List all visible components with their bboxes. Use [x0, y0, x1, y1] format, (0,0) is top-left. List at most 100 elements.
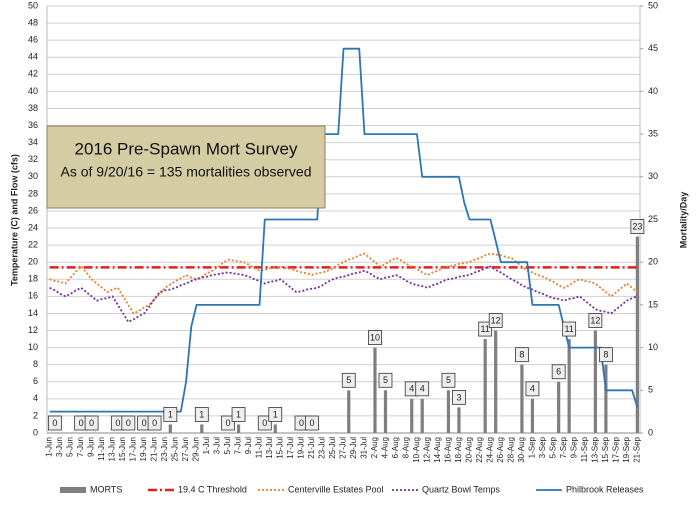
data-label: 1 [273, 409, 278, 419]
bar [593, 330, 597, 433]
data-label-box [268, 407, 283, 422]
line [49, 265, 638, 323]
legend-label: 19.4 C Threshold [178, 484, 247, 494]
y-tick-label: 14 [28, 308, 38, 318]
data-label: 1 [236, 409, 241, 419]
data-label: 0 [152, 418, 157, 428]
bar [635, 236, 639, 433]
title-box [46, 125, 326, 209]
legend-label: Quartz Bowl Temps [422, 484, 500, 494]
data-label-box [452, 389, 466, 405]
y-tick-label: 24 [28, 222, 38, 232]
chart-subtitle: As of 9/20/16 = 135 mortalities observed [61, 164, 312, 180]
bar [567, 339, 571, 433]
data-label-box [121, 415, 136, 431]
bar [200, 424, 204, 433]
y-tick-label: 48 [28, 17, 38, 27]
data-label-box [588, 313, 603, 328]
bar [457, 407, 461, 433]
data-label-box [221, 415, 235, 431]
y-tick-label: 18 [28, 274, 38, 284]
x-tick-label: 9-Jun [87, 437, 96, 457]
y-tick-label: 32 [28, 154, 38, 164]
x-tick-label: 15-Sep [601, 436, 610, 462]
legend-label: Centerville Estates Pool [288, 484, 384, 494]
y-tick-label: 10 [28, 342, 38, 352]
chart-title: 2016 Pre-Spawn Mort Survey [75, 139, 298, 158]
legend-swatch [60, 487, 86, 493]
y2-tick-label: 25 [648, 214, 658, 224]
data-label: 0 [79, 418, 84, 428]
data-label-box [305, 415, 319, 431]
data-label: 3 [456, 392, 461, 402]
y-tick-label: 44 [28, 52, 38, 62]
bar [604, 364, 608, 433]
data-label-box [488, 313, 503, 328]
x-tick-label: 29-Jul [349, 437, 358, 459]
x-tick-label: 17-Jul [286, 437, 295, 459]
y2-tick-label: 20 [648, 257, 658, 267]
x-tick-label: 19-Jun [139, 437, 148, 461]
y-tick-label: 20 [28, 257, 38, 267]
data-label-box [415, 381, 430, 397]
x-tick-label: 7-Jun [76, 437, 85, 457]
bar [446, 390, 451, 433]
x-tick-label: 13-Jun [108, 437, 117, 461]
data-label: 23 [632, 221, 642, 231]
data-label: 0 [115, 418, 120, 428]
x-tick-label: 22-Aug [475, 437, 484, 463]
x-tick-label: 13-Sep [591, 436, 600, 462]
data-label-box [630, 219, 645, 234]
x-tick-label: 30-Aug [517, 437, 526, 463]
y-tick-label: 50 [28, 0, 38, 10]
line [49, 252, 638, 315]
x-tick-label: 17-Sep [611, 436, 620, 462]
data-label: 10 [370, 332, 380, 342]
data-label: 6 [556, 367, 561, 377]
marks [49, 47, 639, 433]
bar [347, 390, 351, 433]
y-tick-label: 26 [28, 205, 38, 215]
y-tick-label: 16 [28, 291, 38, 301]
bar [557, 381, 561, 433]
x-tick-label: 7-Jul [234, 437, 243, 455]
x-tick-label: 2-Aug [370, 437, 379, 458]
data-label: 0 [310, 418, 315, 428]
x-tick-label: 29-Jun [192, 437, 201, 461]
x-tick-label: 1-Jul [202, 437, 211, 455]
x-tick-label: 10-Aug [412, 437, 421, 463]
x-tick-label: 5-Jul [223, 437, 232, 455]
data-label: 1 [199, 409, 204, 419]
x-tick-label: 11-Jul [255, 437, 264, 458]
x-tick-label: 17-Jun [129, 437, 138, 461]
bar [520, 364, 524, 433]
y2-tick-label: 30 [648, 171, 658, 181]
data-label: 8 [603, 350, 608, 360]
x-tick-label: 6-Aug [391, 437, 400, 458]
data-label: 11 [564, 324, 573, 334]
data-label-box [163, 407, 178, 422]
y-tick-label: 42 [28, 69, 38, 79]
x-tick-label: 3-Jul [213, 437, 222, 455]
x-tick-label: 14-Aug [433, 437, 442, 463]
data-label-box [231, 407, 246, 422]
data-label-box [147, 415, 162, 431]
bar [483, 339, 487, 433]
x-tick-label: 20-Aug [465, 437, 474, 463]
data-label-box [478, 321, 493, 337]
x-tick-label: 11-Sep [580, 436, 589, 462]
data-label: 4 [530, 384, 535, 394]
data-label: 8 [519, 350, 524, 360]
y-tick-label: 38 [28, 103, 38, 113]
data-label-box [84, 415, 99, 431]
data-label: 4 [420, 384, 425, 394]
y-tick-label: 46 [28, 35, 38, 45]
data-label: 5 [383, 375, 388, 385]
y-tick-label: 28 [28, 188, 38, 198]
data-label: 0 [226, 418, 231, 428]
legend-label: Philbrook Releases [566, 484, 644, 494]
y-tick-label: 6 [33, 376, 38, 386]
x-tick-label: 16-Aug [444, 437, 453, 463]
y2-tick-label: 35 [648, 128, 658, 138]
